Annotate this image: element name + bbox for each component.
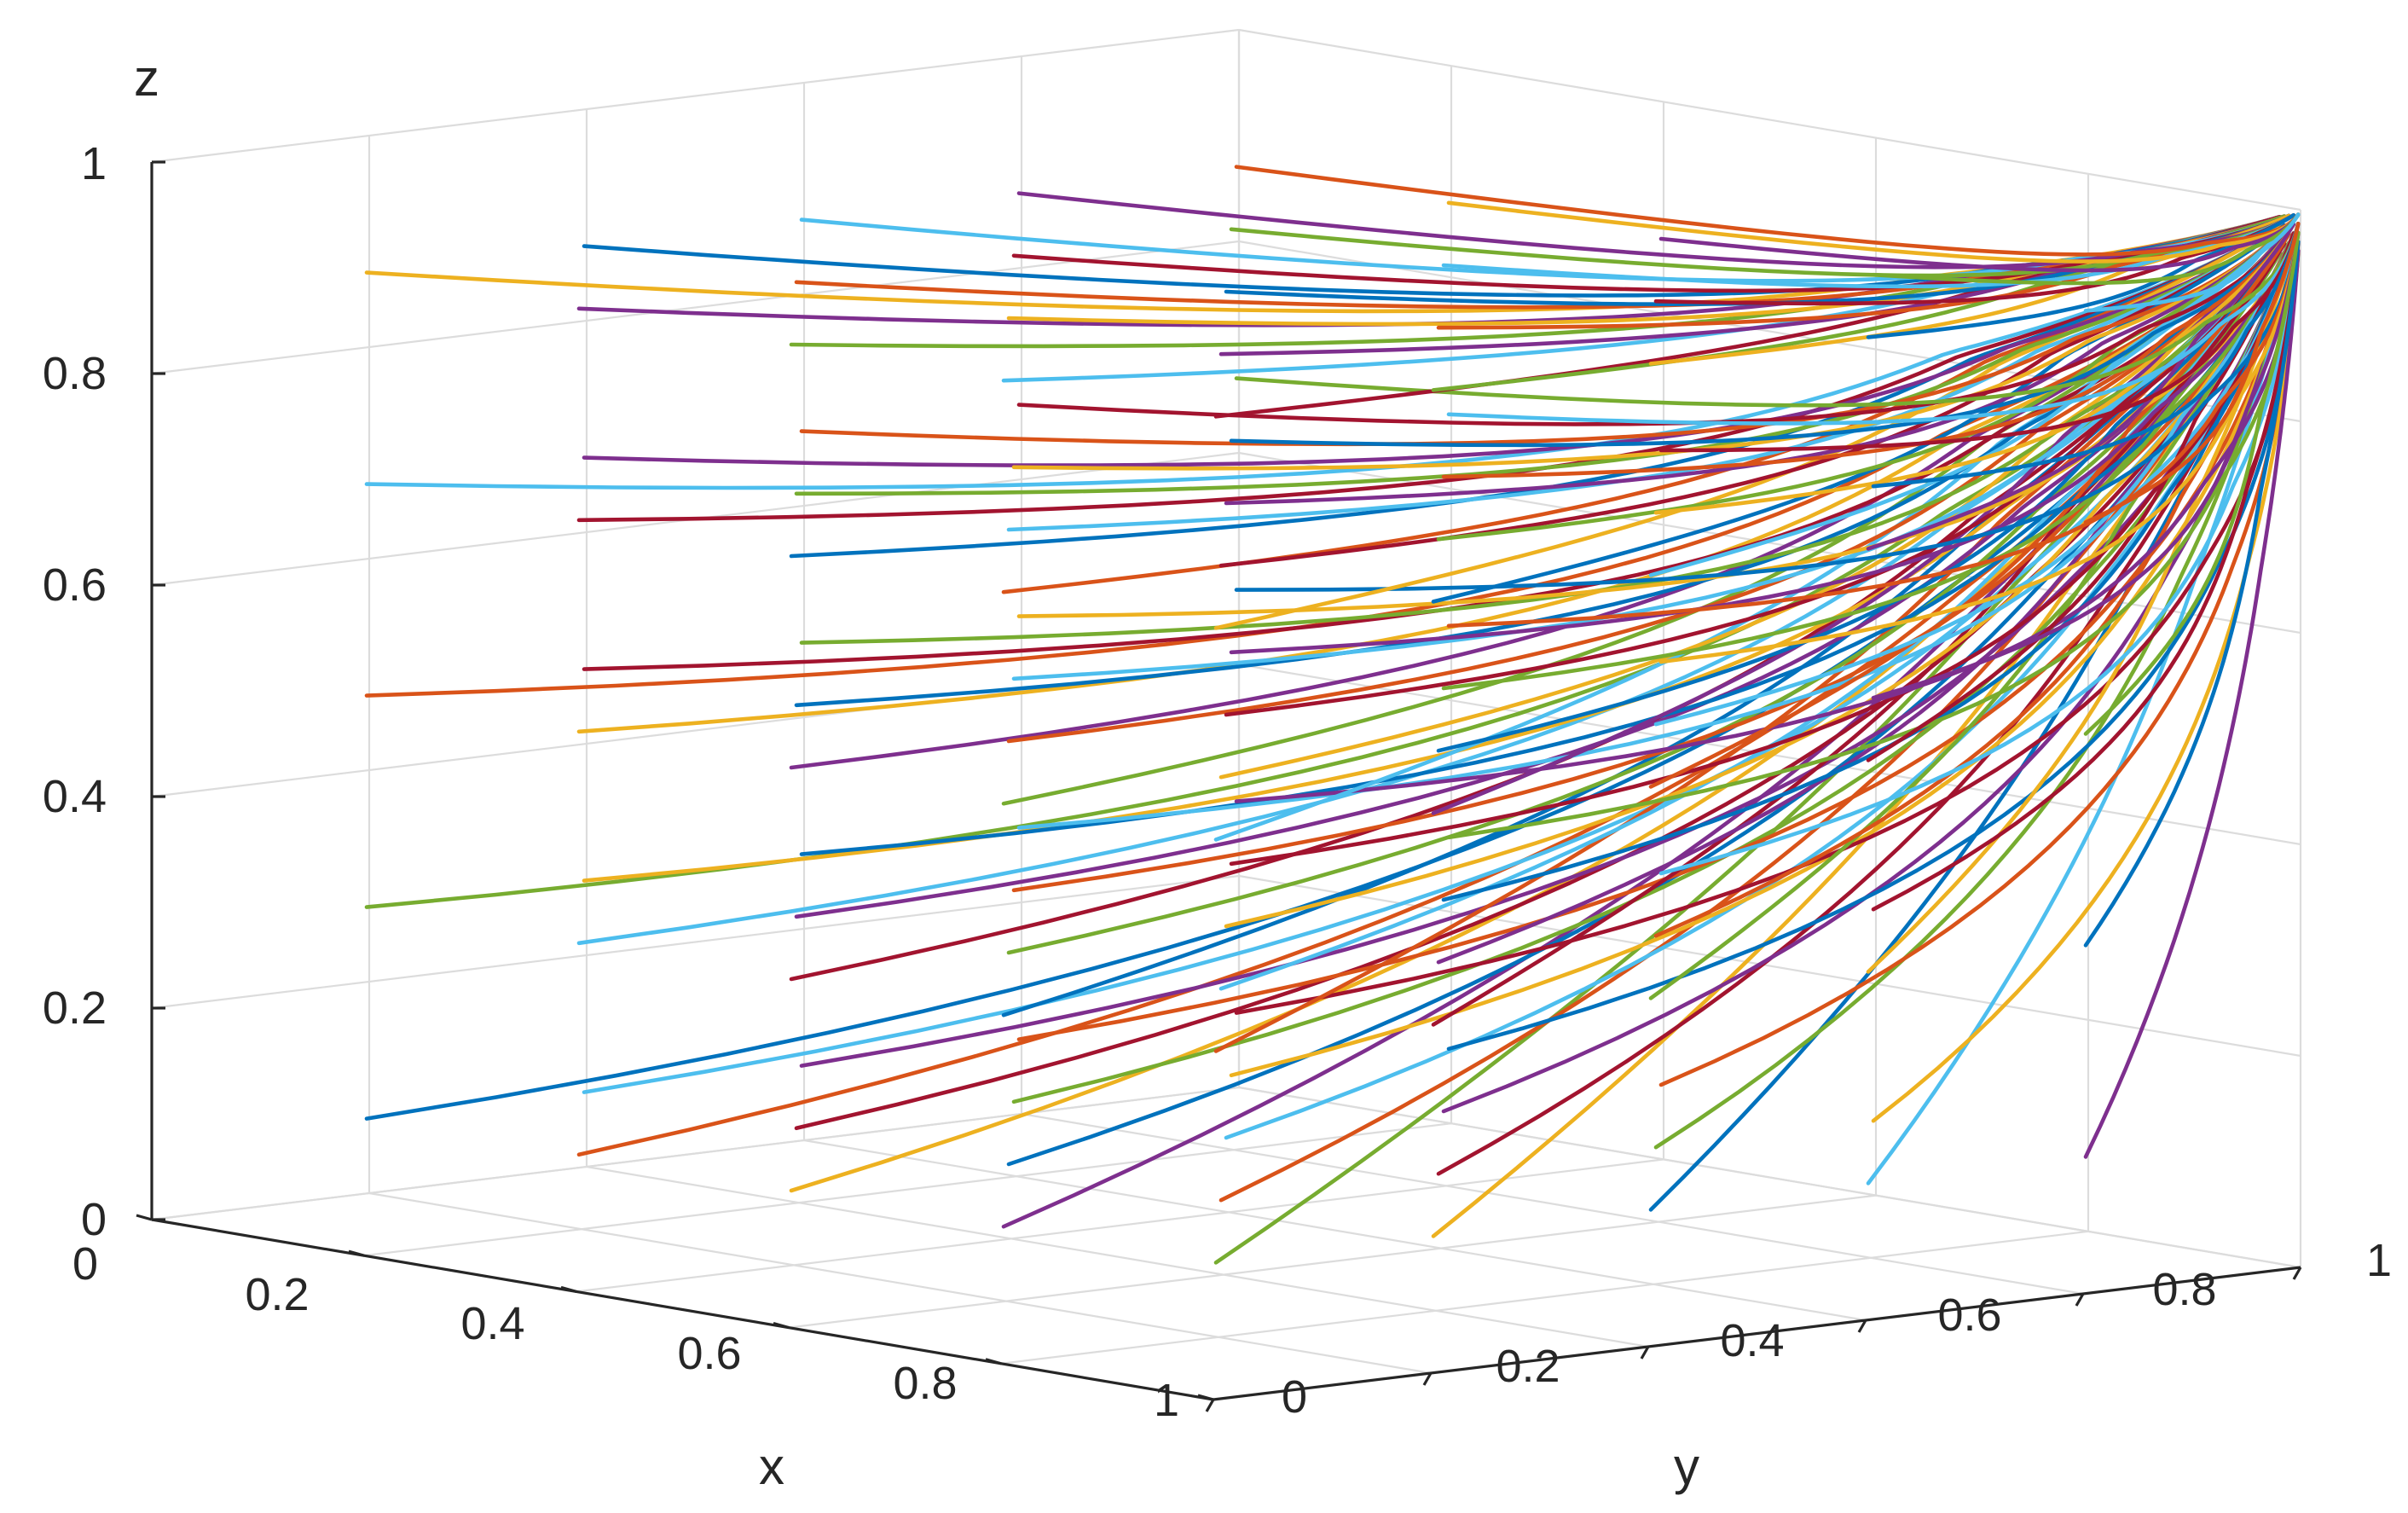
x-tick-label: 0.8 — [893, 1358, 957, 1409]
y-tick-label: 0.4 — [1720, 1315, 1784, 1366]
grid-line — [151, 1086, 1240, 1221]
grid-line — [1238, 28, 2301, 212]
z-tick-label: 0 — [81, 1194, 107, 1245]
y-tick-mark — [2075, 1293, 2085, 1307]
trajectory-line — [1234, 165, 2301, 257]
y-axis-line — [1213, 1266, 2301, 1401]
x-tick-labels: 0 0.2 0.4 0.6 0.8 1 — [72, 1238, 1179, 1426]
z-tick-label: 0.2 — [43, 983, 107, 1034]
grid-line — [586, 1165, 1649, 1348]
z-tick-label: 0.4 — [43, 771, 107, 822]
y-tick-mark — [1640, 1346, 1650, 1359]
x-tick-mark — [1197, 1394, 1214, 1401]
x-tick-mark — [560, 1285, 577, 1293]
x-axis-title: x — [759, 1438, 784, 1495]
x-tick-mark — [136, 1214, 153, 1221]
trajectory-line — [1648, 231, 2291, 789]
x-tick-mark — [348, 1249, 365, 1257]
trajectory-line — [2083, 240, 2301, 948]
trajectory-layer — [364, 165, 2301, 1265]
grid-line — [151, 240, 1240, 375]
z-axis-title: z — [134, 49, 159, 107]
grid-line — [576, 1158, 1664, 1293]
y-tick-mark — [2292, 1267, 2302, 1280]
grid-line — [1238, 1086, 2301, 1269]
x-axis-line — [151, 1218, 1214, 1401]
trajectory-line — [2083, 230, 2301, 736]
y-tick-label: 0 — [1282, 1371, 1307, 1423]
x-tick-label: 0 — [72, 1238, 98, 1290]
grid-line — [803, 1139, 1867, 1322]
z-tick-label: 0.8 — [43, 348, 107, 399]
z-tick-label: 1 — [81, 138, 107, 189]
trajectory-line — [2083, 212, 2301, 313]
z-tick-labels: 0 0.2 0.4 0.6 0.8 1 — [43, 138, 107, 1245]
x-tick-label: 0.6 — [677, 1328, 741, 1379]
grid-line — [1021, 1112, 2084, 1296]
y-tick-label: 0.8 — [2152, 1264, 2216, 1315]
z-tick-label: 0.6 — [43, 559, 107, 611]
y-tick-mark — [1205, 1399, 1215, 1412]
grid-line — [368, 1191, 1432, 1375]
y-tick-label: 0.2 — [1496, 1341, 1560, 1392]
x-tick-label: 0.2 — [245, 1269, 309, 1320]
grid-line — [788, 1194, 1877, 1329]
x-tick-label: 1 — [1154, 1375, 1179, 1426]
grid-line — [151, 28, 1240, 164]
x-tick-mark — [773, 1322, 790, 1330]
y-axis-title: y — [1674, 1438, 1699, 1495]
axis-layer — [136, 160, 2302, 1412]
y-tick-mark — [1857, 1319, 1867, 1333]
y-tick-labels: 0 0.2 0.4 0.6 0.8 1 — [1282, 1235, 2392, 1423]
trajectory-line — [1866, 222, 2296, 551]
x-tick-label: 0.4 — [460, 1298, 524, 1349]
y-tick-mark — [1422, 1372, 1433, 1386]
y-tick-label: 0.6 — [1937, 1290, 2001, 1341]
grid-line — [363, 1122, 1452, 1257]
x-tick-mark — [985, 1358, 1002, 1365]
grid-line — [151, 874, 1240, 1010]
grid-line — [1000, 1230, 2089, 1365]
trajectory-line — [2083, 221, 2301, 525]
y-tick-label: 1 — [2366, 1235, 2392, 1286]
